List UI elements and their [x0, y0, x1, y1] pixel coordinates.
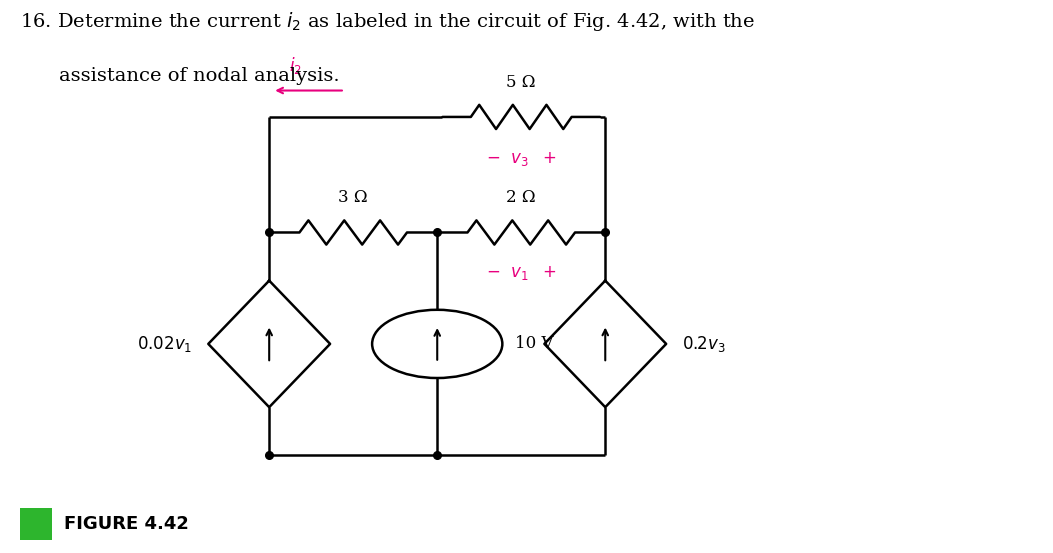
Bar: [20, 508, 52, 540]
Text: 2 Ω: 2 Ω: [506, 189, 536, 206]
Text: 5 Ω: 5 Ω: [506, 74, 536, 91]
Text: $0.2v_3$: $0.2v_3$: [682, 334, 726, 354]
Text: 3 Ω: 3 Ω: [338, 189, 369, 206]
Text: $-\ \ v_3\ \ +$: $-\ \ v_3\ \ +$: [485, 150, 557, 168]
Text: 10 V: 10 V: [515, 336, 554, 352]
Text: $i_2$: $i_2$: [289, 55, 302, 76]
Text: $0.02v_1$: $0.02v_1$: [137, 334, 193, 354]
Text: FIGURE 4.42: FIGURE 4.42: [64, 515, 190, 533]
Text: $-\ \ v_1\ \ +$: $-\ \ v_1\ \ +$: [485, 264, 557, 283]
Text: 16. Determine the current $i_2$ as labeled in the circuit of Fig. 4.42, with the: 16. Determine the current $i_2$ as label…: [20, 9, 755, 33]
Text: assistance of nodal analysis.: assistance of nodal analysis.: [59, 67, 340, 85]
